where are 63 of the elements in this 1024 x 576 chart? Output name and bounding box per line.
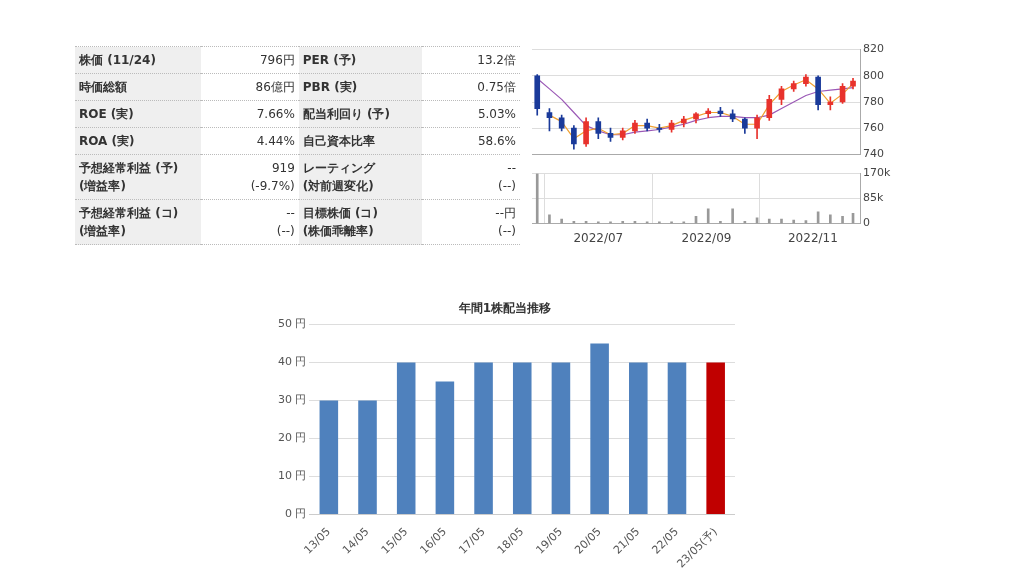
bar — [667, 362, 687, 514]
bar — [474, 362, 493, 514]
bar — [435, 381, 455, 514]
text: ROE (実) — [75, 100, 201, 128]
bar — [396, 362, 416, 514]
bar — [767, 218, 771, 224]
text: 配当利回り (予) — [298, 100, 423, 128]
bar — [560, 218, 563, 224]
bar — [629, 362, 648, 514]
y-tick-label: 50 円 — [277, 317, 307, 331]
text: 796円 — [200, 46, 299, 74]
text: 0.75倍 — [422, 73, 520, 101]
bar — [358, 400, 377, 514]
bar — [535, 173, 539, 224]
text: PER (予) — [298, 46, 423, 74]
y-tick-label: 30 円 — [277, 393, 307, 407]
text: 株価 (11/24) — [75, 46, 201, 74]
text: 7.66% — [200, 100, 299, 128]
text: 5.03% — [422, 100, 520, 128]
text: 58.6% — [422, 127, 520, 155]
text: 時価総額 — [75, 73, 201, 101]
bar — [792, 219, 796, 224]
text: 予想経常利益 (コ) (増益率) — [75, 199, 201, 245]
y-tick-label: 40 円 — [277, 355, 307, 369]
y-tick-label: 170k — [863, 166, 891, 180]
y-tick-label: 0 — [863, 216, 870, 230]
text: レーティング (対前週変化) — [298, 154, 423, 200]
text: ROA (実) — [75, 127, 201, 155]
y-tick-label: 820 — [863, 42, 884, 56]
text: 919 (-9.7%) — [200, 154, 299, 200]
text: -- (--) — [200, 199, 299, 245]
x-tick-label: 2022/09 — [681, 230, 732, 245]
text: --円 (--) — [422, 199, 520, 245]
text: 86億円 — [200, 73, 299, 101]
bar — [829, 214, 832, 224]
bar — [548, 214, 551, 224]
y-tick-label: 780 — [863, 94, 884, 108]
bar — [731, 208, 734, 224]
text: PBR (実) — [298, 73, 423, 101]
y-tick-label: 10 円 — [277, 469, 307, 483]
bar — [319, 400, 339, 514]
y-tick-label: 20 円 — [277, 431, 307, 445]
text: 目標株価 (コ) (株価乖離率) — [298, 199, 423, 245]
bar — [706, 208, 710, 224]
y-tick-label: 85k — [863, 191, 884, 205]
y-tick-label: 740 — [863, 147, 884, 161]
text: -- (--) — [422, 154, 520, 200]
bar — [706, 362, 725, 514]
bar — [841, 215, 844, 224]
text: 予想経常利益 (予) (増益率) — [75, 154, 201, 200]
bar — [590, 343, 609, 514]
chart-title: 年間1株配当推移 — [457, 301, 552, 316]
y-tick-label: 0 円 — [284, 507, 307, 521]
y-tick-label: 800 — [863, 68, 884, 82]
x-tick-label: 2022/07 — [573, 230, 624, 245]
x-tick-label: 2022/11 — [787, 230, 838, 245]
bar — [512, 362, 532, 514]
text: 自己資本比率 — [298, 127, 423, 155]
text: 4.44% — [200, 127, 299, 155]
y-tick-label: 760 — [863, 121, 884, 135]
bar — [780, 218, 783, 224]
text: 13.2倍 — [422, 46, 520, 74]
bar — [551, 362, 571, 514]
